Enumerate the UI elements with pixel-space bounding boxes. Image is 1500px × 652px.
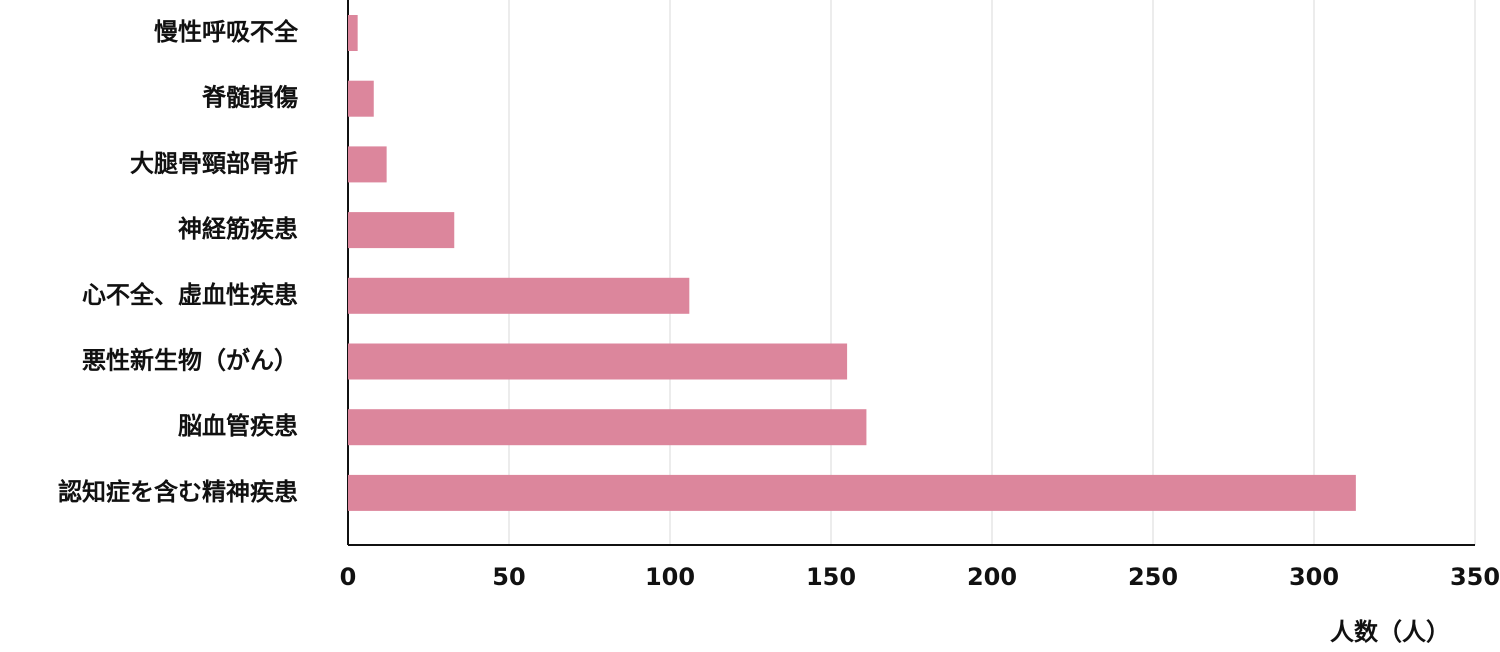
- y-tick-label: 脳血管疾患: [178, 412, 298, 440]
- x-tick-label: 50: [492, 563, 525, 591]
- y-tick-label: 大腿骨頸部骨折: [130, 149, 298, 177]
- y-tick-label: 神経筋疾患: [178, 215, 298, 243]
- x-axis-label: 人数（人）: [1330, 618, 1450, 646]
- x-tick-label: 300: [1289, 563, 1339, 591]
- bar: [348, 277, 690, 314]
- x-tick-label: 0: [340, 563, 357, 591]
- x-tick-label: 250: [1128, 563, 1178, 591]
- y-tick-label: 悪性新生物（がん）: [82, 347, 298, 375]
- bar: [348, 146, 387, 183]
- bar: [348, 15, 358, 51]
- y-tick-label: 慢性呼吸不全: [154, 18, 299, 46]
- x-tick-label: 200: [967, 563, 1017, 591]
- bar: [348, 212, 455, 249]
- y-tick-label: 心不全、虚血性疾患: [82, 281, 298, 309]
- bar: [348, 80, 374, 117]
- bar: [348, 343, 848, 380]
- y-tick-label: 脊髄損傷: [201, 84, 298, 112]
- x-tick-label: 100: [645, 563, 695, 591]
- y-tick-label: 認知症を含む精神疾患: [58, 478, 298, 506]
- x-tick-label: 150: [806, 563, 856, 591]
- bar: [348, 474, 1356, 511]
- x-tick-label: 350: [1450, 563, 1500, 591]
- bar: [348, 409, 867, 446]
